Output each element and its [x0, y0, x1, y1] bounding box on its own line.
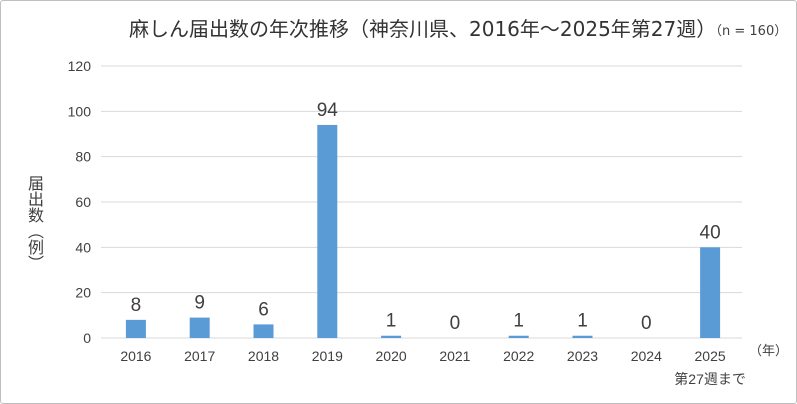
y-tick-label-80: 80: [75, 149, 91, 165]
y-tick-label-0: 0: [83, 330, 91, 346]
chart-title: 麻しん届出数の年次推移（神奈川県、2016年～2025年第27週）: [129, 17, 717, 41]
data-label-2025: 40: [700, 222, 721, 243]
bar-2019: [317, 124, 338, 338]
data-label-2017: 9: [194, 293, 205, 314]
x-tick-label-2018: 2018: [248, 348, 279, 364]
y-tick-label-120: 120: [68, 58, 92, 74]
bar-2018: [253, 324, 274, 338]
y-tick-label-100: 100: [68, 103, 92, 119]
bar-2022: [508, 335, 529, 338]
data-label-2018: 6: [258, 299, 269, 320]
x-tick-label-2025: 2025: [695, 348, 726, 364]
bar-2020: [381, 335, 402, 338]
x-tick-label-2022: 2022: [503, 348, 534, 364]
data-label-2016: 8: [131, 295, 142, 316]
bar-2023: [572, 335, 593, 338]
x-tick-label-2016: 2016: [120, 348, 151, 364]
data-label-2021: 0: [450, 313, 461, 334]
data-label-2022: 1: [513, 311, 524, 332]
x-tick-label-2024: 2024: [631, 348, 662, 364]
y-axis-label: 届出数（例）: [25, 175, 44, 271]
y-tick-label-40: 40: [75, 239, 91, 255]
x-axis-unit-label: （年）: [749, 344, 789, 359]
bar-2025: [700, 247, 721, 338]
y-tick-label-60: 60: [75, 194, 91, 210]
data-label-2020: 1: [386, 311, 397, 332]
x-tick-label-2020: 2020: [376, 348, 407, 364]
data-label-2023: 1: [577, 311, 588, 332]
y-tick-label-20: 20: [75, 285, 91, 301]
data-label-2024: 0: [641, 313, 652, 334]
x-tick-label-2023: 2023: [567, 348, 598, 364]
sample-size-note: （n = 160）: [709, 24, 788, 39]
x-tick-label-2021: 2021: [439, 348, 470, 364]
x-tick-sublabel-2025: 第27週まで: [674, 371, 746, 387]
x-tick-label-2019: 2019: [312, 348, 343, 364]
bar-2016: [125, 319, 146, 338]
bar-2017: [189, 317, 210, 338]
x-tick-label-2017: 2017: [184, 348, 215, 364]
data-label-2019: 94: [317, 100, 339, 121]
